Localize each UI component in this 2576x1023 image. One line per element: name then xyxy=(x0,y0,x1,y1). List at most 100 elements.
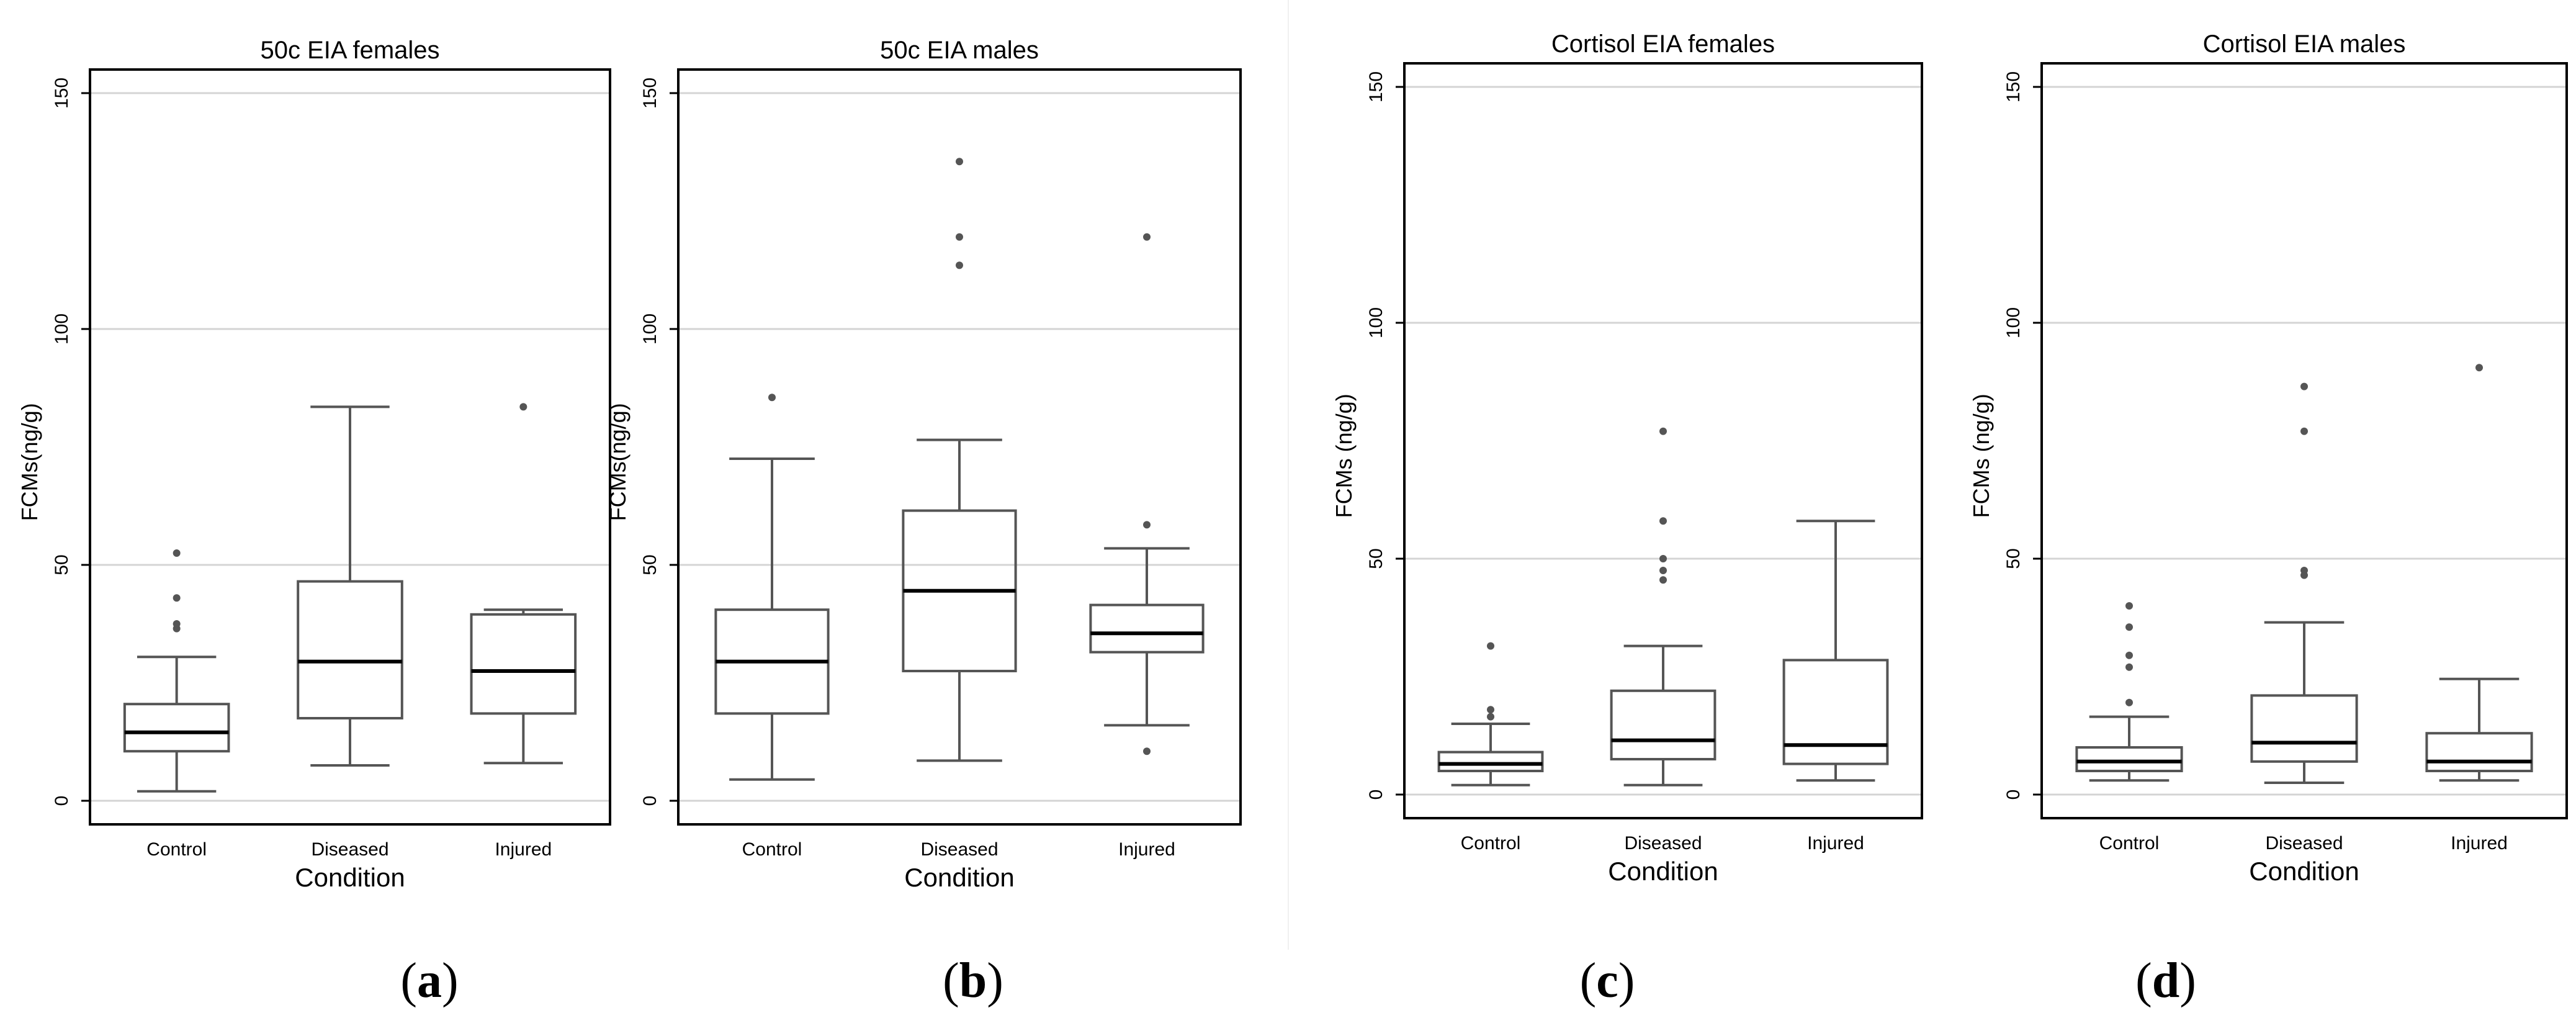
outlier-point xyxy=(173,594,181,602)
plot-frame xyxy=(1403,62,1923,819)
x-tick-label: Diseased xyxy=(2265,833,2343,854)
iqr-box xyxy=(2250,694,2358,763)
plot-frame xyxy=(677,68,1242,826)
x-axis-label: Condition xyxy=(295,863,405,892)
iqr-box xyxy=(2425,732,2533,772)
y-tick-label: 50 xyxy=(1366,548,1386,569)
iqr-box xyxy=(123,703,230,753)
box-control xyxy=(2075,602,2183,782)
chart-4: Cortisol EIA males 0 50 100 150 FCMs (ng/g) Co… xyxy=(1968,30,2568,886)
outlier-point xyxy=(1659,576,1667,584)
box-injured xyxy=(2425,364,2533,782)
outlier-point xyxy=(173,620,181,628)
plot-frame xyxy=(2040,62,2568,819)
box-injured xyxy=(1089,233,1205,755)
y-tick-label: 100 xyxy=(640,313,660,345)
outlier-point xyxy=(1487,642,1494,650)
outlier-point xyxy=(519,403,527,411)
x-tick-label: Injured xyxy=(1807,833,1864,854)
chart-panel-a: 50c EIA females 0 50 100 150 FCMs(ng/g) Contro… xyxy=(17,37,1242,892)
y-tick-label: 0 xyxy=(640,796,660,806)
chart-panel-c: Cortisol EIA females 0 50 100 150 FCMs (ng/g)… xyxy=(1331,30,2568,886)
chart-1: 50c EIA females 0 50 100 150 FCMs(ng/g) Contro… xyxy=(17,37,611,892)
plot-frame xyxy=(89,68,611,826)
outlier-point xyxy=(2300,382,2308,390)
y-tick-label: 150 xyxy=(2003,71,2024,102)
outlier-point xyxy=(2300,567,2308,574)
y-axis-label: FCMs(ng/g) xyxy=(605,403,631,521)
outlier-point xyxy=(1659,517,1667,525)
iqr-box xyxy=(470,613,577,715)
box-diseased xyxy=(297,405,403,767)
x-tick-label: Injured xyxy=(495,839,552,860)
outlier-point xyxy=(956,158,963,166)
outlier-point xyxy=(956,261,963,269)
y-tick-label: 150 xyxy=(1366,71,1386,102)
outlier-point xyxy=(2300,427,2308,435)
y-tick-label: 100 xyxy=(52,313,72,345)
iqr-box xyxy=(1437,750,1544,772)
x-tick-label: Diseased xyxy=(311,839,388,860)
outlier-point xyxy=(1143,521,1151,529)
y-axis-label: FCMs(ng/g) xyxy=(17,403,42,521)
panel-label-d: (d) xyxy=(2135,953,2196,1008)
x-tick-label: Diseased xyxy=(1624,833,1702,854)
outlier-point xyxy=(1659,427,1667,435)
x-tick-label: Control xyxy=(1461,833,1521,854)
iqr-box xyxy=(1089,603,1205,654)
x-tick-label: Injured xyxy=(1118,839,1175,860)
outlier-point xyxy=(1659,555,1667,562)
outlier-point xyxy=(2125,623,2133,631)
x-tick-label: Injured xyxy=(2451,833,2508,854)
box-control xyxy=(1437,642,1544,786)
outlier-point xyxy=(2475,364,2483,372)
panel-label-c: (c) xyxy=(1579,953,1635,1008)
chart-title: Cortisol EIA females xyxy=(1551,30,1775,58)
outlier-point xyxy=(2125,698,2133,706)
outlier-point xyxy=(1487,713,1494,721)
x-tick-label: Control xyxy=(742,839,802,860)
outlier-point xyxy=(1487,706,1494,714)
box-diseased xyxy=(2250,382,2358,784)
box-control xyxy=(123,549,230,793)
box-injured xyxy=(1782,520,1889,782)
outlier-point xyxy=(956,233,963,241)
y-tick-label: 0 xyxy=(1366,790,1386,800)
x-tick-label: Control xyxy=(146,839,207,860)
y-tick-label: 0 xyxy=(2003,790,2024,800)
chart-3: Cortisol EIA females 0 50 100 150 FCMs (ng/g)… xyxy=(1331,30,1923,886)
box-control xyxy=(714,394,830,781)
y-tick-label: 100 xyxy=(1366,307,1386,338)
box-diseased xyxy=(1610,427,1717,786)
x-axis-label: Condition xyxy=(1608,857,1718,886)
iqr-box xyxy=(1610,689,1717,761)
x-axis-label: Condition xyxy=(904,863,1014,892)
box-injured xyxy=(470,403,577,765)
outlier-point xyxy=(2125,663,2133,671)
y-tick-label: 150 xyxy=(640,78,660,109)
iqr-box xyxy=(2075,746,2183,772)
panel-label-b: (b) xyxy=(943,953,1003,1008)
x-tick-label: Control xyxy=(2099,833,2160,854)
outlier-point xyxy=(1659,567,1667,574)
outlier-point xyxy=(173,549,181,557)
outlier-point xyxy=(2125,602,2133,610)
y-tick-label: 100 xyxy=(2003,307,2024,338)
x-tick-label: Diseased xyxy=(920,839,998,860)
outlier-point xyxy=(1143,233,1151,241)
y-tick-label: 50 xyxy=(52,554,72,575)
y-tick-label: 150 xyxy=(52,78,72,109)
y-tick-label: 50 xyxy=(2003,548,2024,569)
y-axis-label: FCMs (ng/g) xyxy=(1331,394,1357,518)
iqr-box xyxy=(297,580,403,719)
chart-title: 50c EIA females xyxy=(260,37,439,64)
panel-label-a: (a) xyxy=(400,953,459,1008)
iqr-box xyxy=(1782,659,1889,765)
y-axis-label: FCMs (ng/g) xyxy=(1968,394,1994,518)
chart-title: 50c EIA males xyxy=(880,37,1039,64)
outlier-point xyxy=(768,394,776,402)
panel-divider xyxy=(1288,0,1289,950)
chart-2: 50c EIA males 0 50 100 150 FCMs(ng/g) Control D… xyxy=(605,37,1242,892)
chart-title: Cortisol EIA males xyxy=(2203,30,2406,58)
